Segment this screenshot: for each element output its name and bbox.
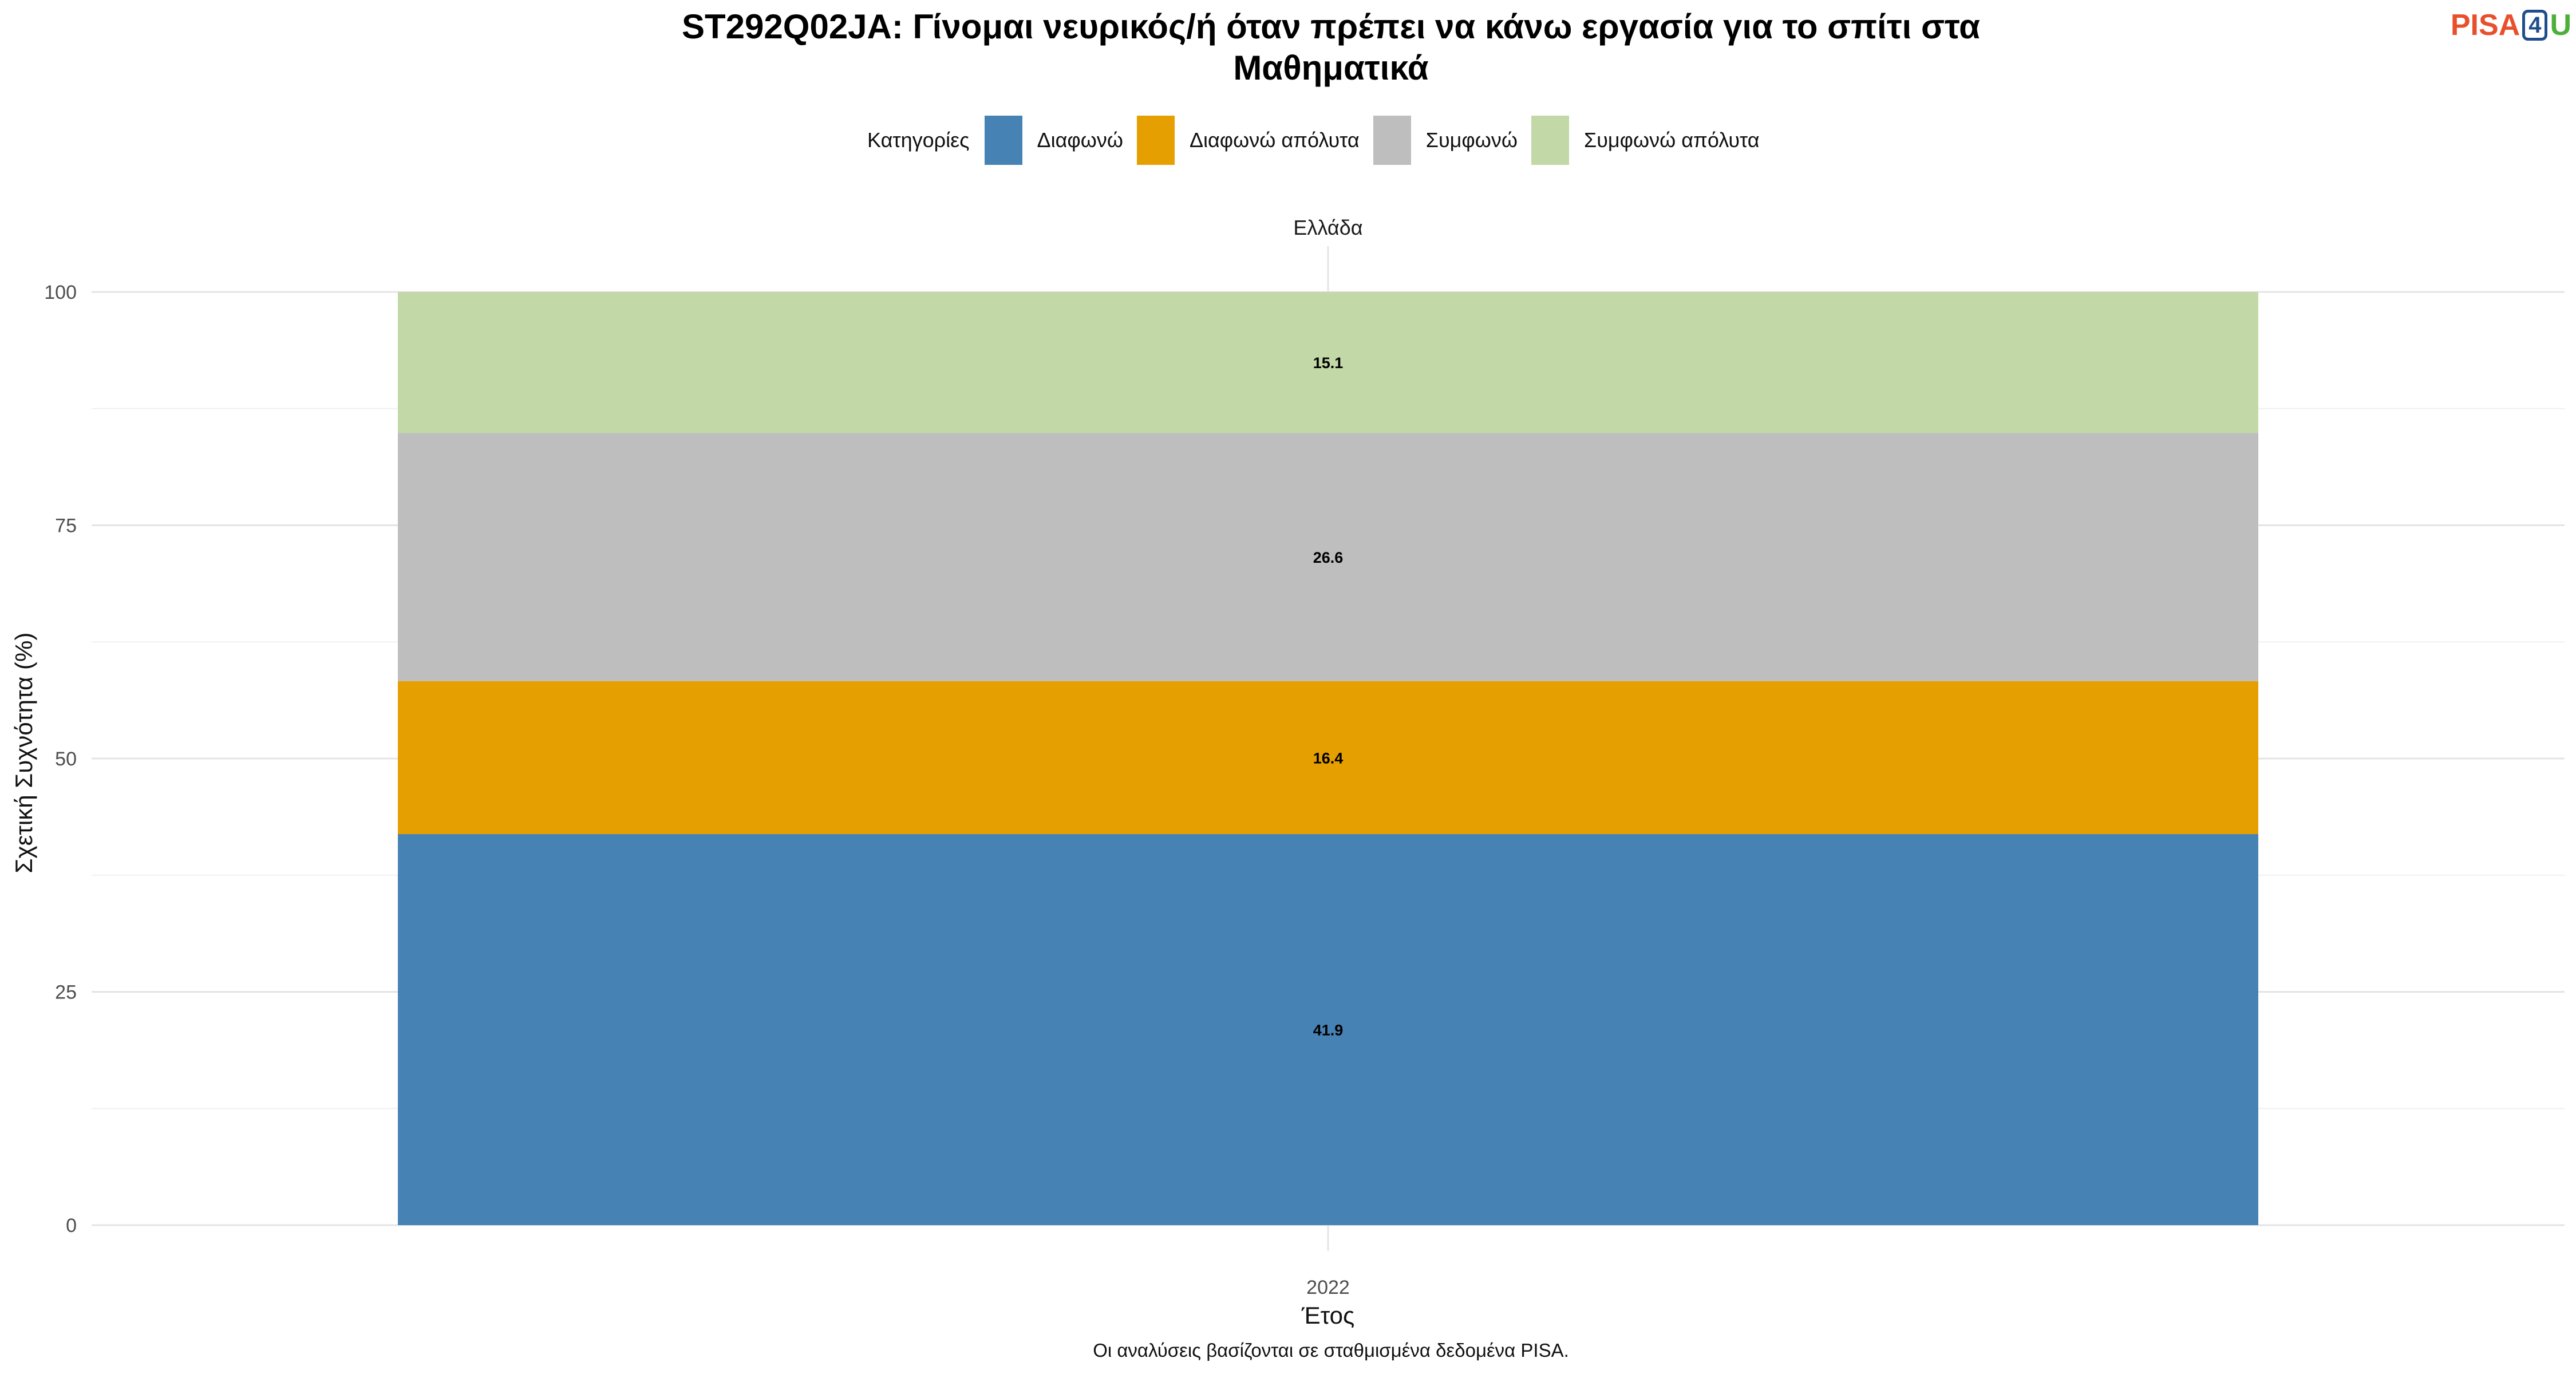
chart-title-line-1: ST292Q02JA: Γίνομαι νευρικός/ή όταν πρέπ…	[682, 7, 1980, 46]
legend: Κατηγορίες Διαφωνώ Διαφωνώ απόλυτα Συμφω…	[867, 114, 1773, 166]
y-tick-label: 50	[55, 748, 77, 770]
legend-label-1: Διαφωνώ απόλυτα	[1189, 128, 1360, 152]
facet-label: Ελλάδα	[1293, 216, 1362, 239]
logo-text-u: U	[2550, 9, 2571, 42]
bar-segment-3	[398, 292, 2258, 433]
caption: Οι αναλύσεις βασίζονται σε σταθμισμένα δ…	[1093, 1340, 1569, 1361]
logo-text-pisa: PISA	[2450, 9, 2520, 42]
legend-swatch-0	[984, 116, 1022, 165]
x-axis-label: Έτος	[1301, 1302, 1355, 1329]
y-tick-label: 0	[66, 1215, 77, 1237]
legend-item-0: Διαφωνώ	[984, 116, 1123, 165]
legend-swatch-3	[1531, 116, 1569, 165]
bar-segment-1	[398, 681, 2258, 835]
legend-item-1: Διαφωνώ απόλυτα	[1136, 116, 1360, 165]
legend-swatch-2	[1373, 116, 1411, 165]
legend-label-3: Συμφωνώ απόλυτα	[1583, 128, 1760, 152]
bar-segment-2	[398, 433, 2258, 681]
logo-text-four: 4	[2522, 10, 2548, 41]
chart-title-line-2: Μαθηματικά	[1233, 49, 1429, 87]
legend-swatch-1	[1136, 116, 1175, 165]
data-label-1: 16.4	[1313, 749, 1344, 767]
legend-label-2: Συμφωνώ	[1425, 128, 1518, 152]
pisa4u-logo: PISA 4 U	[2451, 8, 2571, 42]
legend-title: Κατηγορίες	[867, 128, 970, 152]
data-label-0: 41.9	[1313, 1022, 1344, 1039]
y-tick-label: 75	[55, 515, 77, 537]
legend-item-2: Συμφωνώ	[1373, 116, 1518, 165]
data-label-3: 15.1	[1313, 354, 1344, 372]
bar-segment-0	[398, 834, 2258, 1225]
y-tick-label: 100	[44, 282, 77, 303]
y-axis-label: Σχετική Συχνότητα (%)	[10, 632, 37, 874]
x-tick-label: 2022	[1306, 1277, 1350, 1298]
data-label-2: 26.6	[1313, 549, 1344, 566]
legend-item-3: Συμφωνώ απόλυτα	[1531, 116, 1760, 165]
y-tick-label: 25	[55, 982, 77, 1004]
legend-label-0: Διαφωνώ	[1037, 128, 1123, 152]
